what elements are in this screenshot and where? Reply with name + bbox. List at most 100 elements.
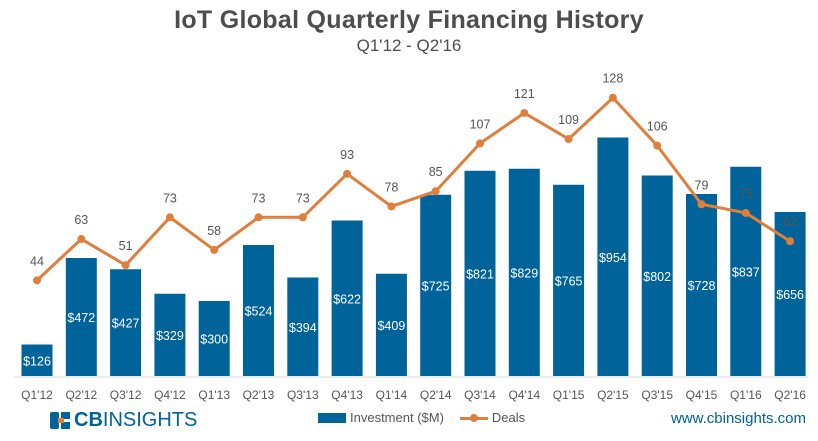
investment-bar xyxy=(375,273,407,376)
deals-point xyxy=(121,261,130,270)
deals-data-label: 106 xyxy=(647,120,668,134)
deals-point xyxy=(298,213,307,222)
deals-point xyxy=(387,202,396,211)
investment-bar xyxy=(65,258,97,376)
investment-data-label: $394 xyxy=(289,321,317,335)
deals-point xyxy=(343,169,352,178)
deals-data-label: 63 xyxy=(74,213,88,227)
x-tick-label: Q4'12 xyxy=(154,388,186,402)
investment-data-label: $622 xyxy=(333,292,361,306)
investment-data-label: $802 xyxy=(643,270,671,284)
deals-point xyxy=(608,93,617,102)
investment-bar xyxy=(110,269,142,376)
investment-data-label: $725 xyxy=(422,279,450,293)
legend-swatch-deals xyxy=(459,413,488,423)
investment-bar xyxy=(464,170,496,376)
investment-bar xyxy=(641,175,673,376)
x-tick-label: Q3'13 xyxy=(287,388,319,402)
x-tick-label: Q4'15 xyxy=(686,388,718,402)
deals-point xyxy=(786,237,795,246)
x-tick-label: Q1'14 xyxy=(376,388,408,402)
deals-data-label: 79 xyxy=(695,178,709,192)
deals-point xyxy=(210,245,219,254)
deals-point xyxy=(165,213,174,222)
x-tick-label: Q2'16 xyxy=(774,388,806,402)
investment-bar xyxy=(730,166,762,376)
deals-data-label: 128 xyxy=(602,72,623,86)
deals-point xyxy=(431,187,440,196)
investment-data-label: $409 xyxy=(377,319,405,333)
investment-bar xyxy=(597,137,629,376)
deals-data-label: 73 xyxy=(252,191,266,205)
investment-bar xyxy=(420,194,452,376)
investment-data-label: $472 xyxy=(67,311,95,325)
deals-point xyxy=(741,208,750,217)
investment-data-label: $837 xyxy=(732,265,760,279)
legend-label-deals: Deals xyxy=(491,410,526,425)
logo-text-bold: CB xyxy=(74,409,103,431)
deals-point xyxy=(476,139,484,148)
chart-title: IoT Global Quarterly Financing History xyxy=(174,6,644,34)
x-tick-label: Q4'14 xyxy=(508,388,540,402)
investment-data-label: $524 xyxy=(245,305,273,319)
x-tick-label: Q4'13 xyxy=(331,388,363,402)
x-tick-label: Q2'14 xyxy=(420,388,452,402)
deals-data-label: 109 xyxy=(558,113,579,127)
investment-data-label: $329 xyxy=(156,329,184,343)
x-tick-label: Q2'15 xyxy=(597,388,629,402)
deals-point xyxy=(77,235,86,244)
chart-subtitle: Q1'12 - Q2'16 xyxy=(356,36,462,55)
legend: Investment ($M) Deals xyxy=(318,410,525,425)
investment-data-label: $821 xyxy=(466,267,494,281)
investment-bar xyxy=(21,344,53,376)
deals-data-label: 78 xyxy=(384,180,398,194)
logo-mark-icon xyxy=(50,412,70,429)
x-tick-label: Q1'12 xyxy=(21,388,53,402)
deals-data-label: 107 xyxy=(470,117,491,131)
investment-data-label: $300 xyxy=(200,333,228,347)
investment-bar xyxy=(154,293,186,376)
deals-data-label: 93 xyxy=(340,148,354,162)
x-tick-label: Q1'13 xyxy=(198,388,230,402)
investment-data-label: $728 xyxy=(688,279,716,293)
legend-label-investment: Investment ($M) xyxy=(350,410,444,425)
logo-text: INSIGHTS xyxy=(102,409,198,431)
deals-data-label: 44 xyxy=(30,254,44,268)
deals-data-label: 62 xyxy=(783,215,797,229)
deals-data-label: 121 xyxy=(514,87,535,101)
investment-bar xyxy=(243,245,274,376)
x-tick-label: Q3'12 xyxy=(110,388,142,402)
investment-bar xyxy=(553,184,585,376)
deals-point xyxy=(254,213,263,222)
website-link[interactable]: www.cbinsights.com xyxy=(670,410,806,427)
deals-data-label: 85 xyxy=(429,165,443,179)
investment-bar xyxy=(287,277,319,376)
investment-data-label: $954 xyxy=(599,251,627,265)
x-tick-label: Q3'14 xyxy=(464,388,496,402)
investment-bar xyxy=(331,220,363,376)
deals-data-label: 58 xyxy=(207,224,221,238)
x-tick-label: Q2'13 xyxy=(243,388,275,402)
deals-data-label: 73 xyxy=(296,191,310,205)
x-tick-label: Q2'12 xyxy=(65,388,97,402)
investment-bar xyxy=(198,301,230,376)
legend-swatch-investment xyxy=(318,412,346,423)
deals-line xyxy=(35,95,791,282)
x-tick-label: Q3'15 xyxy=(641,388,673,402)
investment-data-label: $656 xyxy=(776,288,804,302)
investment-bar xyxy=(508,168,540,376)
investment-data-label: $765 xyxy=(555,274,583,288)
x-tick-label: Q1'16 xyxy=(730,388,762,402)
x-tick-label: Q1'15 xyxy=(553,388,585,402)
deals-data-label: 75 xyxy=(739,187,753,201)
deals-point xyxy=(33,276,41,285)
investment-bar xyxy=(686,194,717,376)
deals-point xyxy=(564,135,573,144)
deals-data-label: 51 xyxy=(119,239,133,253)
investment-data-label: $126 xyxy=(23,354,51,368)
cb-insights-logo: CB INSIGHTS xyxy=(50,409,197,432)
deals-point xyxy=(653,141,662,150)
deals-point xyxy=(697,200,706,209)
